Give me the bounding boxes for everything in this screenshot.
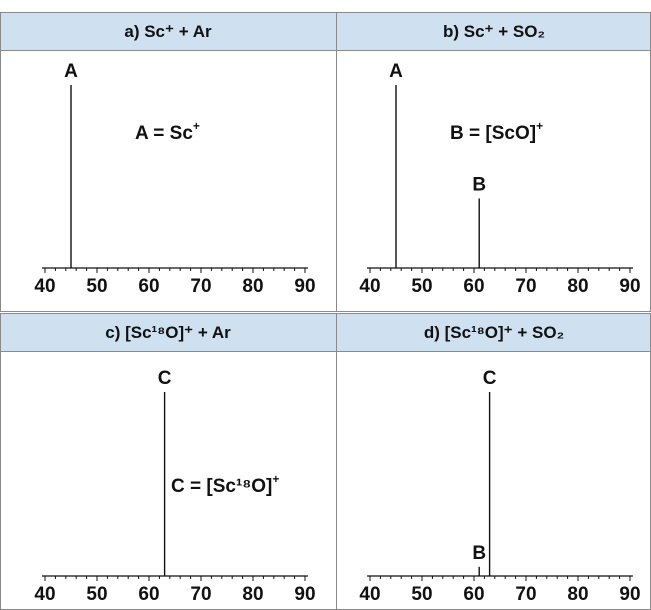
x-tick-label: 70 <box>515 584 536 605</box>
peak-label: C <box>483 368 497 389</box>
panel-a-spectrum: 40 50 60 70 80 90 A <box>34 61 315 297</box>
panel-b-spectrum: 40 50 60 70 80 90 A B <box>359 61 640 297</box>
panel-a-annotation: A = Sc+ <box>135 119 200 144</box>
peak-label: B <box>472 543 486 564</box>
x-tick-label: 50 <box>86 584 107 605</box>
panel-b-annotation: B = [ScO]+ <box>450 119 543 144</box>
peak-label: C <box>158 368 172 389</box>
x-tick-label: 90 <box>619 584 640 605</box>
x-tick-label: 60 <box>138 276 159 297</box>
panel-a-plot-area <box>0 50 337 312</box>
panel-d-plot-area <box>336 351 651 610</box>
panel-c-annotation-sup: + <box>272 472 279 486</box>
x-tick-label: 80 <box>242 584 263 605</box>
x-tick-label: 90 <box>294 276 315 297</box>
x-tick-label: 40 <box>34 276 55 297</box>
x-tick-label: 40 <box>34 584 55 605</box>
peak-label: A <box>389 61 403 82</box>
peak-label: B <box>472 174 486 195</box>
panel-a-annotation-text: A = Sc <box>135 123 193 144</box>
x-tick-label: 90 <box>619 276 640 297</box>
x-tick-label: 90 <box>294 584 315 605</box>
x-tick-label: 60 <box>138 584 159 605</box>
x-tick-label: 40 <box>359 584 380 605</box>
panel-b-title: b) Sc⁺ + SO₂ <box>443 22 545 41</box>
x-tick-label: 70 <box>190 276 211 297</box>
panel-a: a) Sc⁺ + Ar 40 50 60 70 80 90 A A = Sc+ <box>0 12 337 312</box>
peak-label: A <box>64 61 78 82</box>
x-tick-label: 80 <box>567 276 588 297</box>
panel-d: d) [Sc¹⁸O]⁺ + SO₂ 40 50 60 70 80 90 B C <box>336 313 651 610</box>
x-tick-label: 70 <box>515 276 536 297</box>
x-tick-label: 50 <box>411 584 432 605</box>
x-tick-label: 40 <box>359 276 380 297</box>
panel-c: c) [Sc¹⁸O]⁺ + Ar 40 50 60 70 80 90 C C = [Sc¹⁸… <box>0 313 337 610</box>
panel-a-title: a) Sc⁺ + Ar <box>124 22 212 41</box>
panel-a-annotation-sup: + <box>193 119 200 133</box>
panel-c-spectrum: 40 50 60 70 80 90 C <box>34 368 315 605</box>
panel-b-annotation-text: B = [ScO] <box>450 123 536 144</box>
x-tick-label: 60 <box>463 276 484 297</box>
panel-b-plot-area <box>336 50 651 312</box>
panel-c-annotation: C = [Sc¹⁸O]+ <box>171 472 279 497</box>
x-tick-label: 50 <box>86 276 107 297</box>
panel-a-header <box>0 12 337 51</box>
panel-d-header <box>336 313 651 352</box>
x-tick-label: 50 <box>411 276 432 297</box>
panel-c-annotation-text: C = [Sc¹⁸O] <box>171 476 272 497</box>
panel-c-title: c) [Sc¹⁸O]⁺ + Ar <box>105 323 231 342</box>
panel-d-title: d) [Sc¹⁸O]⁺ + SO₂ <box>424 323 564 342</box>
panel-c-plot-area <box>0 351 337 610</box>
panel-b: b) Sc⁺ + SO₂ 40 50 60 70 80 90 A B B = [ScO]+ <box>336 12 651 312</box>
panel-d-spectrum: 40 50 60 70 80 90 B C <box>359 368 640 605</box>
x-tick-label: 70 <box>190 584 211 605</box>
x-tick-label: 60 <box>463 584 484 605</box>
panel-b-annotation-sup: + <box>536 119 543 133</box>
x-tick-label: 80 <box>567 584 588 605</box>
x-tick-label: 80 <box>242 276 263 297</box>
